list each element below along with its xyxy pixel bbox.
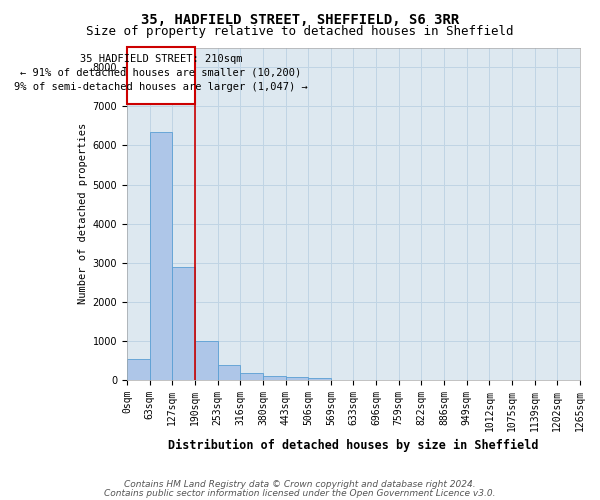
X-axis label: Distribution of detached houses by size in Sheffield: Distribution of detached houses by size … bbox=[168, 440, 539, 452]
Bar bbox=[127, 358, 149, 380]
Bar bbox=[308, 378, 331, 380]
Text: Contains HM Land Registry data © Crown copyright and database right 2024.: Contains HM Land Registry data © Crown c… bbox=[124, 480, 476, 489]
Bar bbox=[218, 366, 240, 380]
Bar bbox=[195, 341, 218, 380]
Bar bbox=[286, 378, 308, 380]
Bar bbox=[240, 374, 263, 380]
Text: Contains public sector information licensed under the Open Government Licence v3: Contains public sector information licen… bbox=[104, 488, 496, 498]
Bar bbox=[172, 266, 195, 380]
Bar bbox=[263, 376, 286, 380]
Text: Size of property relative to detached houses in Sheffield: Size of property relative to detached ho… bbox=[86, 25, 514, 38]
Y-axis label: Number of detached properties: Number of detached properties bbox=[79, 123, 88, 304]
Text: 35 HADFIELD STREET: 210sqm
← 91% of detached houses are smaller (10,200)
9% of s: 35 HADFIELD STREET: 210sqm ← 91% of deta… bbox=[14, 54, 308, 92]
Text: 35, HADFIELD STREET, SHEFFIELD, S6 3RR: 35, HADFIELD STREET, SHEFFIELD, S6 3RR bbox=[141, 12, 459, 26]
Bar bbox=[127, 48, 195, 104]
Bar bbox=[149, 132, 172, 380]
